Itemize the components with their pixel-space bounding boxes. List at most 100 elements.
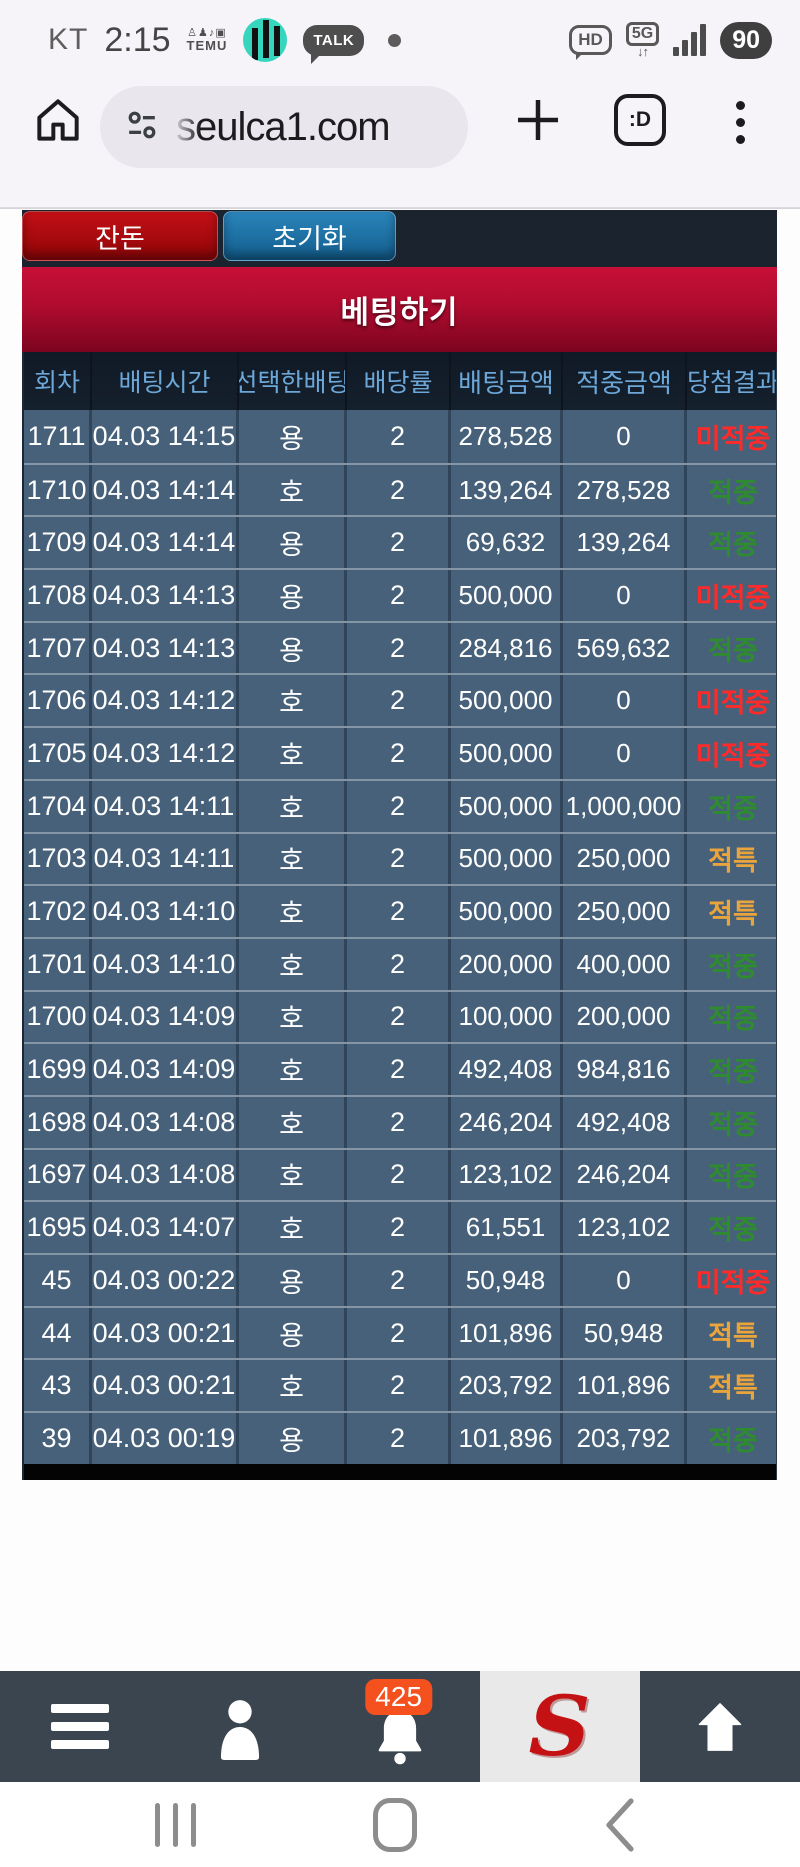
cell-round: 1699 xyxy=(24,1044,92,1095)
table-row: 1708 04.03 14:13 용 2 500,000 0 미적중 xyxy=(24,568,776,621)
cell-amount: 61,551 xyxy=(451,1202,563,1253)
cell-pick: 호 xyxy=(239,938,347,990)
url-text: seulca1.com xyxy=(176,104,391,149)
cell-pick: 호 xyxy=(239,464,347,516)
cell-odds: 2 xyxy=(347,1413,451,1464)
cell-result: 적중 xyxy=(708,530,758,561)
browser-menu-button[interactable] xyxy=(730,96,750,148)
new-tab-button[interactable] xyxy=(508,90,568,150)
cell-round: 1701 xyxy=(24,938,92,990)
reset-button[interactable]: 초기화 xyxy=(223,211,396,261)
carrier-label: KT xyxy=(48,23,89,56)
cell-win: 1,000,000 xyxy=(563,780,687,832)
cell-result: 미적중 xyxy=(695,582,771,613)
cell-amount: 246,204 xyxy=(451,1096,563,1148)
cell-round: 1703 xyxy=(24,833,92,885)
temu-notification-icon: ♙♟♪▣ TEMU xyxy=(187,27,228,53)
site-logo-button[interactable]: S xyxy=(480,1671,640,1782)
recents-button[interactable] xyxy=(115,1782,235,1867)
site-controls-icon[interactable] xyxy=(120,103,164,152)
cell-round: 1707 xyxy=(24,622,92,674)
cell-win: 50,948 xyxy=(563,1307,687,1359)
cell-time: 04.03 14:10 xyxy=(92,938,239,990)
scroll-to-top-button[interactable] xyxy=(640,1671,800,1782)
kakaotalk-notification-icon: TALK xyxy=(303,24,365,64)
cell-result: 적중 xyxy=(708,477,758,508)
cell-odds: 2 xyxy=(347,570,451,621)
cell-odds: 2 xyxy=(347,410,451,463)
table-row: 1711 04.03 14:15 용 2 278,528 0 미적중 xyxy=(24,410,776,463)
network-5g-icon: 5G ↓↑ xyxy=(625,22,660,58)
cell-win: 0 xyxy=(563,1255,687,1306)
change-money-button[interactable]: 잔돈 xyxy=(22,211,218,261)
cell-round: 1698 xyxy=(24,1096,92,1148)
status-right: HD 5G ↓↑ 90 xyxy=(569,21,772,60)
cell-result: 적중 xyxy=(708,1162,758,1193)
cell-result: 적중 xyxy=(708,635,758,666)
back-chevron-icon xyxy=(606,1797,634,1852)
site-bottom-nav: 425 S xyxy=(0,1671,800,1782)
cell-round: 1706 xyxy=(24,675,92,727)
cell-amount: 284,816 xyxy=(451,622,563,674)
hd-voice-icon: HD xyxy=(569,25,612,60)
cell-pick: 호 xyxy=(239,1044,347,1095)
cell-result: 적특 xyxy=(708,899,758,930)
cell-result: 적중 xyxy=(708,793,758,824)
cell-result: 적중 xyxy=(708,951,758,982)
cell-odds: 2 xyxy=(347,1202,451,1253)
cell-result: 적중 xyxy=(708,1057,758,1088)
temu-glyphs: ♙♟♪▣ xyxy=(187,27,227,39)
profile-button[interactable] xyxy=(160,1671,320,1782)
bell-icon xyxy=(370,1706,430,1773)
tab-switcher-button[interactable]: :D xyxy=(614,94,666,146)
betting-table-body: 1711 04.03 14:15 용 2 278,528 0 미적중 1710 … xyxy=(24,410,776,1464)
cell-round: 1697 xyxy=(24,1149,92,1201)
browser-home-button[interactable] xyxy=(30,92,86,148)
cell-time: 04.03 14:08 xyxy=(92,1096,239,1148)
cell-odds: 2 xyxy=(347,728,451,779)
cell-result: 미적중 xyxy=(695,740,771,771)
cell-odds: 2 xyxy=(347,1096,451,1148)
column-header-1: 배팅시간 xyxy=(92,352,239,410)
column-header-5: 적중금액 xyxy=(563,352,687,410)
cell-time: 04.03 00:19 xyxy=(92,1413,239,1464)
banner-title: 베팅하기 xyxy=(340,295,459,330)
cell-amount: 101,896 xyxy=(451,1307,563,1359)
table-row: 1705 04.03 14:12 호 2 500,000 0 미적중 xyxy=(24,726,776,779)
cell-result: 미적중 xyxy=(695,688,771,719)
back-button[interactable] xyxy=(565,1782,675,1867)
table-row: 39 04.03 00:19 용 2 101,896 203,792 적중 xyxy=(24,1411,776,1464)
betting-page: 잔돈 초기화 베팅하기 회차 배팅시간 선택한배팅 배당률 배팅금액 적중금액 당첨결과 1… xyxy=(22,210,777,1480)
notifications-button[interactable]: 425 xyxy=(320,1671,480,1782)
cell-pick: 용 xyxy=(239,517,347,569)
cell-amount: 500,000 xyxy=(451,780,563,832)
cell-time: 04.03 14:12 xyxy=(92,728,239,779)
cell-pick: 호 xyxy=(239,886,347,937)
cell-odds: 2 xyxy=(347,464,451,516)
table-row: 1697 04.03 14:08 호 2 123,102 246,204 적중 xyxy=(24,1147,776,1201)
cell-result: 적특 xyxy=(708,1320,758,1351)
cell-time: 04.03 14:10 xyxy=(92,886,239,937)
cell-amount: 500,000 xyxy=(451,570,563,621)
address-bar[interactable]: seulca1.com xyxy=(100,86,468,168)
table-row: 1699 04.03 14:09 호 2 492,408 984,816 적중 xyxy=(24,1042,776,1095)
cell-pick: 용 xyxy=(239,410,347,463)
cell-amount: 101,896 xyxy=(451,1413,563,1464)
cell-win: 278,528 xyxy=(563,464,687,516)
cell-round: 1702 xyxy=(24,886,92,937)
cell-odds: 2 xyxy=(347,675,451,727)
cell-pick: 호 xyxy=(239,1360,347,1412)
cell-round: 44 xyxy=(24,1307,92,1359)
menu-button[interactable] xyxy=(0,1671,160,1782)
cell-round: 1708 xyxy=(24,570,92,621)
site-logo-s: S xyxy=(528,1678,592,1775)
table-row: 1704 04.03 14:11 호 2 500,000 1,000,000 적… xyxy=(24,778,776,832)
cell-odds: 2 xyxy=(347,622,451,674)
cell-time: 04.03 00:22 xyxy=(92,1255,239,1306)
cell-odds: 2 xyxy=(347,938,451,990)
cell-pick: 호 xyxy=(239,728,347,779)
column-header-0: 회차 xyxy=(24,352,92,410)
cell-amount: 50,948 xyxy=(451,1255,563,1306)
android-home-button[interactable] xyxy=(340,1782,450,1867)
cell-amount: 123,102 xyxy=(451,1149,563,1201)
